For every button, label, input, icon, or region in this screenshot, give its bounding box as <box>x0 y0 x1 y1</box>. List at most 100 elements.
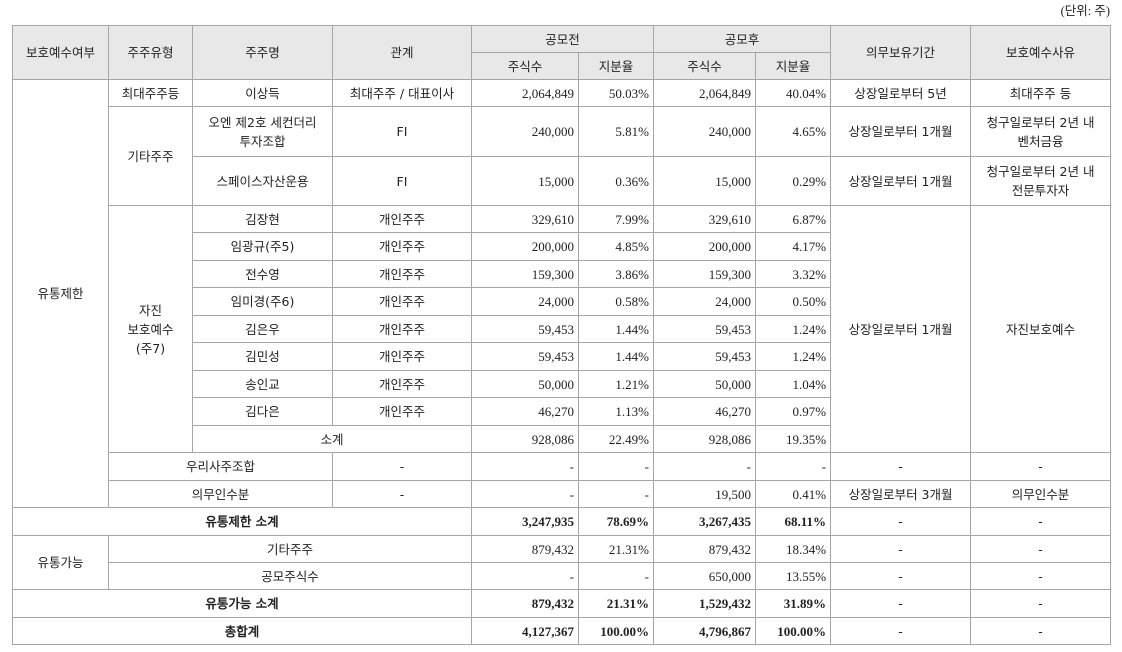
header-cell: 보호예수사유 <box>970 25 1112 80</box>
table-cell: 159,300 <box>653 260 757 288</box>
table-cell: 21.31% <box>577 589 655 618</box>
table-cell: 0.41% <box>755 480 832 508</box>
table-cell: 100.00% <box>577 617 655 645</box>
table-cell: 최대주주 등 <box>970 79 1112 107</box>
table-cell: 68.11% <box>755 507 832 536</box>
table-cell: 200,000 <box>653 232 757 261</box>
table-cell: 31.89% <box>755 589 832 618</box>
table-cell: - <box>332 452 472 481</box>
table-cell: 50.03% <box>577 79 655 107</box>
table-cell: 2,064,849 <box>471 79 579 107</box>
table-cell: 0.29% <box>755 156 832 206</box>
table-cell: 1.13% <box>577 397 655 426</box>
table-cell: 24,000 <box>653 287 757 316</box>
table-cell: 김은우 <box>192 315 333 343</box>
table-cell: - <box>830 617 972 645</box>
table-cell: 오엔 제2호 세컨더리 투자조합 <box>192 106 333 157</box>
table-cell: 개인주주 <box>332 260 472 288</box>
table-row: 김민성 개인주주 59,453 1.44% 59,453 1.24% <box>13 342 1111 371</box>
table-cell: 1.24% <box>755 342 832 371</box>
table-cell: 21.31% <box>577 535 655 563</box>
table-cell: - <box>471 480 579 508</box>
table-cell: 4.85% <box>577 232 655 261</box>
table-cell: 50,000 <box>471 370 579 398</box>
table-cell: 송인교 <box>192 370 333 398</box>
table-cell: 928,086 <box>653 425 757 453</box>
table-cell: 6.87% <box>755 205 832 233</box>
table-cell: 소계 <box>192 425 472 453</box>
table-cell: 928,086 <box>471 425 579 453</box>
table-cell: 임미경(주6) <box>192 287 333 316</box>
table-cell: 3.86% <box>577 260 655 288</box>
table-cell: 유통가능 소계 <box>12 589 472 618</box>
table-cell: 기타주주 <box>108 106 193 206</box>
header-cell: 지분율 <box>755 52 832 80</box>
table-cell: 최대주주등 <box>108 79 193 107</box>
table-cell: 스페이스자산운용 <box>192 156 333 206</box>
table-cell: 유통제한 소계 <box>12 507 472 536</box>
table-cell: 4,796,867 <box>653 617 757 645</box>
table-cell: 50,000 <box>653 370 757 398</box>
table-cell: - <box>970 617 1112 645</box>
table-row: 유통가능 기타주주 879,432 21.31% 879,432 18.34% - - <box>12 535 1112 590</box>
table-cell: 개인주주 <box>332 370 472 398</box>
table-cell: 개인주주 <box>332 205 472 233</box>
table-cell: 의무인수분 <box>970 480 1112 508</box>
table-cell: 개인주주 <box>332 397 472 426</box>
shareholder-table: 보호예수여부 주주유형 주주명 관계 공모전 공모후 의무보유기간 보호예수사유 주식수 지분율 주… <box>12 25 1112 645</box>
table-cell: 59,453 <box>653 342 757 371</box>
table-cell: 4.65% <box>755 106 832 157</box>
table-cell: 청구일로부터 2년 내 벤처금융 <box>970 106 1112 157</box>
table-cell: 15,000 <box>653 156 757 206</box>
table-cell: 19.35% <box>755 425 832 453</box>
header-cell: 지분율 <box>577 52 655 80</box>
table-cell: - <box>577 452 655 481</box>
table-cell: FI <box>332 156 472 206</box>
table-cell: - <box>471 562 579 590</box>
table-cell: 4,127,367 <box>471 617 579 645</box>
table-cell: 24,000 <box>471 287 579 316</box>
table-cell: 1.21% <box>577 370 655 398</box>
table-cell: - <box>830 562 972 590</box>
table-cell: 78.69% <box>577 507 655 536</box>
table-cell: 상장일로부터 1개월 <box>830 205 972 453</box>
table-cell: 46,270 <box>653 397 757 426</box>
table-cell: 100.00% <box>755 617 832 645</box>
table-row: 유통가능 소계 879,432 21.31% 1,529,432 31.89% - - <box>12 589 1112 618</box>
table-cell: 1.44% <box>577 342 655 371</box>
table-cell: 2,064,849 <box>653 79 757 107</box>
header-cell: 공모후 <box>653 25 832 53</box>
header-cell: 주주명 <box>192 25 333 80</box>
table-cell: - <box>830 535 972 563</box>
table-cell: - <box>332 480 472 508</box>
table-cell: 0.36% <box>577 156 655 206</box>
table-cell: 총합계 <box>12 617 472 645</box>
table-cell: 자진보호예수 <box>970 205 1112 453</box>
table-cell: 879,432 <box>653 535 757 563</box>
table-cell: - <box>970 507 1112 536</box>
table-cell: 0.58% <box>577 287 655 316</box>
table-cell: - <box>830 452 972 481</box>
table-cell: 의무인수분 <box>108 480 333 508</box>
table-cell: 임광규(주5) <box>192 232 333 261</box>
header-cell: 관계 <box>332 25 472 80</box>
table-body: 유통제한 최대주주등 이상득 최대주주 / 대표이사 2,064,849 50.03% 2,… <box>12 79 1112 645</box>
table-row: 기타주주 오엔 제2호 세컨더리 투자조합 FI 240,000 5.81% 240,00… <box>13 106 1112 206</box>
header-cell: 주주유형 <box>108 25 193 80</box>
table-cell: - <box>970 535 1112 563</box>
table-cell: 46,270 <box>471 397 579 426</box>
table-cell: 22.49% <box>577 425 655 453</box>
header-cell: 의무보유기간 <box>830 25 972 80</box>
table-cell: 김민성 <box>192 342 333 371</box>
table-row: 전수영 개인주주 159,300 3.86% 159,300 3.32% <box>13 260 1111 288</box>
table-cell: 김다은 <box>192 397 333 426</box>
table-cell: 개인주주 <box>332 315 472 343</box>
table-row: 의무인수분 - - -19,500 0.41% 상장일로부터 3개월 의무인수분 <box>13 480 1112 508</box>
table-cell: FI <box>332 106 472 157</box>
table-row: 유통제한 최대주주등 이상득 최대주주 / 대표이사 2,064,849 50.03% 2,… <box>12 79 1112 508</box>
table-cell: 5.81% <box>577 106 655 157</box>
table-cell: 329,610 <box>471 205 579 233</box>
header-row: 주식수 지분율 주식수 지분율 <box>13 52 1111 80</box>
table-cell: - <box>830 507 972 536</box>
table-cell: 최대주주 / 대표이사 <box>332 79 472 107</box>
